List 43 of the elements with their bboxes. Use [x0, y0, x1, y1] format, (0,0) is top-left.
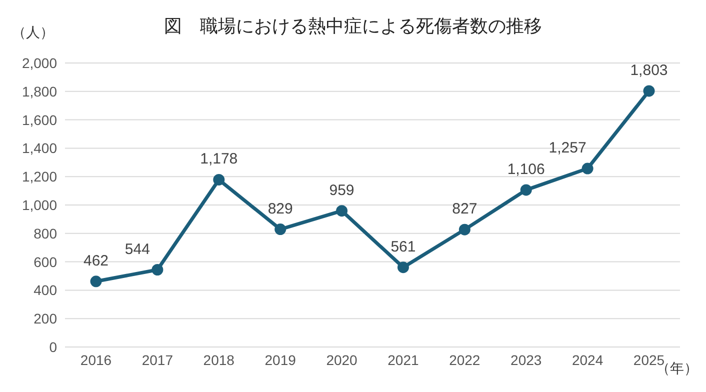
- point: [274, 224, 286, 236]
- y-tick-label: 1,800: [22, 83, 58, 100]
- point: [397, 262, 409, 274]
- data-label: 1,257: [548, 140, 586, 157]
- data-label: 1,106: [507, 160, 545, 178]
- chart-title: 図 職場における熱中症による死傷者数の推移: [164, 16, 542, 36]
- y-tick-label: 1,400: [22, 140, 58, 156]
- y-tick-label: 1,200: [22, 168, 58, 185]
- x-tick-label: 2017: [142, 352, 174, 368]
- data-label: 829: [268, 200, 293, 218]
- x-tick-label: 2024: [572, 352, 604, 368]
- data-label: 544: [124, 240, 150, 258]
- data-label: 561: [390, 238, 416, 256]
- y-tick-label: 600: [34, 254, 58, 270]
- y-axis-title: （人）: [12, 24, 54, 42]
- point: [582, 162, 594, 174]
- data-label: 827: [452, 200, 478, 218]
- data-label: 462: [83, 252, 109, 270]
- y-tick-label: 400: [34, 282, 58, 298]
- point: [152, 264, 164, 276]
- y-tick-label: 0: [49, 338, 58, 355]
- x-tick-label: 2016: [80, 352, 112, 368]
- x-tick-label: 2019: [264, 352, 296, 368]
- point: [213, 174, 225, 186]
- data-label: 959: [329, 182, 354, 199]
- point: [90, 276, 102, 288]
- y-tick-label: 1,000: [22, 196, 58, 213]
- x-tick-label: 2022: [449, 352, 480, 368]
- y-tick-label: 800: [34, 225, 58, 242]
- x-tick-label: 2025: [633, 352, 665, 368]
- y-tick-label: 2,000: [22, 54, 58, 71]
- x-tick-label: 2023: [510, 352, 542, 368]
- point: [336, 205, 348, 217]
- x-tick-label: 2021: [388, 352, 420, 368]
- data-label: 1,803: [630, 62, 668, 79]
- point: [643, 85, 655, 97]
- data-label: 1,178: [200, 150, 238, 168]
- point: [520, 184, 532, 196]
- y-tick-label: 200: [34, 310, 58, 327]
- x-tick-label: 2020: [326, 352, 358, 368]
- point: [458, 224, 470, 236]
- y-tick-label: 1,600: [22, 112, 58, 128]
- x-tick-label: 2018: [203, 352, 235, 368]
